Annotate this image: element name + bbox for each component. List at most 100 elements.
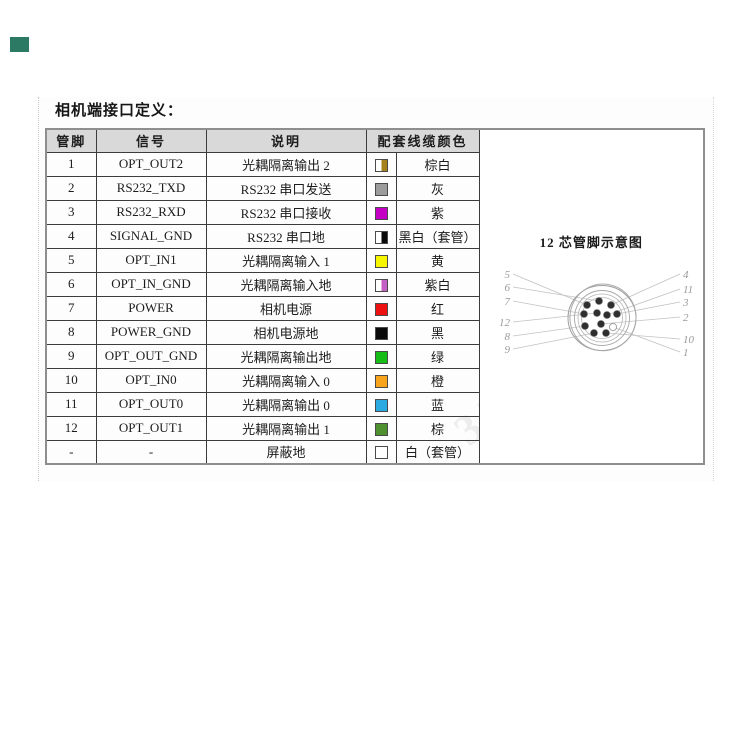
cell-swatch	[365, 415, 397, 441]
table-row: 10 OPT_IN0 光耦隔离输入 0 橙	[45, 367, 704, 393]
cell-signal: OPT_IN1	[95, 247, 207, 273]
leader-line	[612, 326, 680, 353]
table-row: - - 屏蔽地 白（套管）	[45, 439, 704, 465]
pin-number-label: 6	[504, 282, 510, 294]
cell-pin-number: 11	[45, 391, 97, 417]
cable-color-swatch	[374, 278, 388, 292]
table-row: 1 OPT_OUT2 光耦隔离输出 2 棕白	[45, 151, 704, 177]
cell-signal: OPT_OUT2	[95, 151, 207, 177]
header-cable-color: 配套线缆颜色	[365, 128, 480, 153]
cell-color-name: 灰	[395, 175, 480, 201]
cable-color-swatch	[374, 374, 388, 388]
cell-pin-number: 12	[45, 415, 97, 441]
cell-description: 光耦隔离输出地	[205, 343, 367, 369]
cell-swatch	[365, 295, 397, 321]
diagram-title: 12 芯管脚示意图	[539, 235, 643, 250]
cell-description: RS232 串口接收	[205, 199, 367, 225]
cell-signal: OPT_IN0	[95, 367, 207, 393]
cell-signal: OPT_OUT0	[95, 391, 207, 417]
cell-pin-number: 7	[45, 295, 97, 321]
cable-color-swatch	[374, 230, 388, 244]
pin-number-label: 2	[683, 312, 689, 324]
cell-swatch	[365, 175, 397, 201]
cable-color-swatch	[374, 158, 388, 172]
cable-color-swatch	[374, 446, 388, 460]
cell-pin-number: 5	[45, 247, 97, 273]
cable-color-swatch	[374, 182, 388, 196]
cable-color-swatch	[374, 302, 388, 316]
cable-color-swatch	[374, 254, 388, 268]
cell-description: 光耦隔离输出 0	[205, 391, 367, 417]
pin-number-labels: 56 7 12 89 4 113 2 101	[499, 269, 695, 359]
cell-color-name: 黑	[395, 319, 480, 345]
hollow-pin	[608, 322, 617, 332]
leader-line	[606, 288, 680, 316]
cable-color-swatch	[374, 422, 388, 436]
leader-line	[512, 325, 585, 337]
pin-number-label: 1	[683, 347, 689, 359]
pin-number-label: 10	[683, 334, 695, 346]
table-row: 7 POWER 相机电源 红	[45, 295, 704, 321]
cell-color-name: 棕	[395, 415, 480, 441]
pin-number-label: 4	[683, 269, 689, 281]
connector-diagram-cell: 12 芯管脚示意图	[478, 128, 705, 465]
cell-swatch	[365, 223, 397, 249]
cell-color-name: 橙	[395, 367, 480, 393]
cell-description: 相机电源地	[205, 319, 367, 345]
cell-color-name: 黑白（套管）	[395, 223, 480, 249]
cell-signal: POWER_GND	[95, 319, 207, 345]
connector-diagram: 56 7 12 89 4 113 2 101	[499, 269, 695, 359]
cell-swatch	[365, 271, 397, 297]
cell-signal: OPT_IN_GND	[95, 271, 207, 297]
pin-number-label: 11	[683, 284, 693, 296]
cell-description: 屏蔽地	[205, 439, 367, 465]
pin-number-label: 7	[504, 296, 510, 308]
header-pin: 管脚	[45, 128, 97, 153]
cable-color-swatch	[374, 350, 388, 364]
pin-number-label: 9	[504, 344, 510, 356]
cell-color-name: 紫	[395, 199, 480, 225]
cell-pin-number: 4	[45, 223, 97, 249]
table-row: 3 RS232_RXD RS232 串口接收 紫	[45, 199, 704, 225]
cell-description: 相机电源	[205, 295, 367, 321]
table-header-row: 管脚 信号 说明 配套线缆颜色 12 芯管脚示意图	[45, 128, 705, 465]
table-row: 8 POWER_GND 相机电源地 黑	[45, 319, 704, 345]
leader-line	[512, 273, 587, 306]
page-corner-mark	[10, 37, 29, 52]
table-row: 12 OPT_OUT1 光耦隔离输出 1 棕	[45, 415, 704, 441]
cable-color-swatch	[374, 398, 388, 412]
cell-signal: RS232_TXD	[95, 175, 207, 201]
pin-number-label: 5	[504, 269, 510, 281]
cell-description: 光耦隔离输入地	[205, 271, 367, 297]
cell-signal: -	[95, 439, 207, 465]
cell-swatch	[365, 319, 397, 345]
cable-color-swatch	[374, 326, 388, 340]
pin-number-label: 3	[682, 297, 689, 309]
header-description: 说明	[205, 128, 367, 153]
leader-line	[616, 301, 680, 315]
leader-line	[600, 316, 680, 325]
cell-signal: SIGNAL_GND	[95, 223, 207, 249]
cell-signal: OPT_OUT1	[95, 415, 207, 441]
cell-color-name: 绿	[395, 343, 480, 369]
table-row: 9 OPT_OUT_GND 光耦隔离输出地 绿	[45, 343, 704, 369]
cell-pin-number: 8	[45, 319, 97, 345]
cable-color-swatch	[374, 206, 388, 220]
cell-swatch	[365, 151, 397, 177]
connector-pins	[579, 297, 621, 337]
cell-color-name: 蓝	[395, 391, 480, 417]
table-row: 11 OPT_OUT0 光耦隔离输出 0 蓝	[45, 391, 704, 417]
cell-color-name: 红	[395, 295, 480, 321]
table-row: 4 SIGNAL_GND RS232 串口地 黑白（套管）	[45, 223, 704, 249]
cell-color-name: 黄	[395, 247, 480, 273]
cell-description: 光耦隔离输入 1	[205, 247, 367, 273]
cell-pin-number: 9	[45, 343, 97, 369]
cell-swatch	[365, 199, 397, 225]
cell-signal: RS232_RXD	[95, 199, 207, 225]
cell-signal: OPT_OUT_GND	[95, 343, 207, 369]
cell-pin-number: 2	[45, 175, 97, 201]
table-row: 5 OPT_IN1 光耦隔离输入 1 黄	[45, 247, 704, 273]
leader-line	[605, 332, 680, 340]
cell-pin-number: 3	[45, 199, 97, 225]
cell-swatch	[365, 367, 397, 393]
